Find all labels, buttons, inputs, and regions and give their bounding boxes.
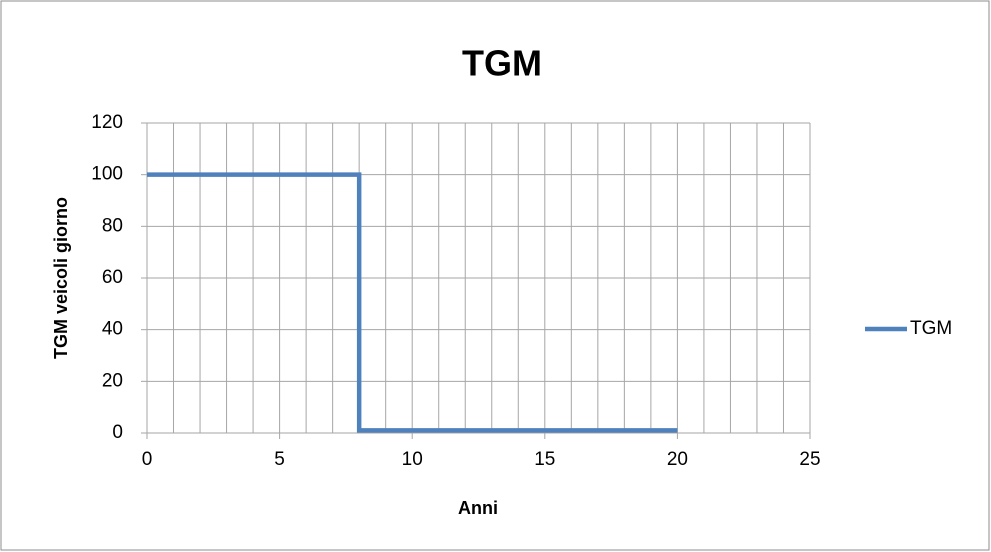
x-tick-label: 0 (142, 449, 153, 470)
x-tick-label: 20 (667, 449, 688, 470)
y-tick-label: 100 (91, 164, 123, 185)
data-line (147, 172, 678, 433)
y-tick-label: 60 (102, 267, 123, 288)
y-tick-label: 80 (102, 215, 123, 236)
x-tick-label: 25 (799, 449, 820, 470)
x-tick-label: 10 (402, 449, 423, 470)
y-axis-label: TGM veicoli giorno (51, 197, 71, 359)
y-tick-label: 20 (102, 370, 123, 391)
x-axis-label: Anni (458, 498, 498, 518)
chart-title: TGM (462, 43, 542, 84)
y-tick-label: 0 (112, 422, 123, 443)
x-tick-label: 15 (534, 449, 555, 470)
legend-label: TGM (910, 318, 952, 339)
x-tick-label: 5 (274, 449, 285, 470)
y-tick-label: 40 (102, 319, 123, 340)
y-tick-label: 120 (91, 112, 123, 133)
